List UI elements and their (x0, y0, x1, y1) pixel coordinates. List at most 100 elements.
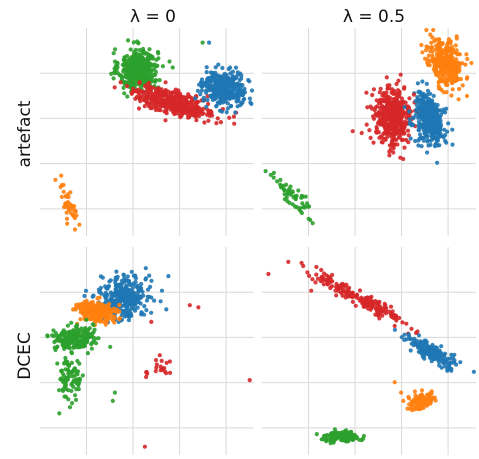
scatter-point-red (125, 83, 130, 89)
scatter-point-green (140, 48, 146, 54)
scatter-point-red (378, 100, 383, 105)
row-label-dcec: DCEC (15, 332, 35, 380)
scatter-point-orange (410, 401, 415, 406)
scatter-point-blue (126, 318, 131, 323)
scatter-point-red (187, 94, 192, 99)
scatter-point-blue (106, 284, 111, 289)
scatter-point-blue (233, 110, 238, 115)
scatter-point-blue (134, 297, 139, 302)
scatter-point-blue (228, 103, 234, 109)
scatter-point-green (314, 432, 319, 437)
scatter-point-blue (420, 79, 425, 84)
scatter-point-red (392, 88, 397, 93)
scatter-point-blue (438, 353, 444, 358)
scatter-point-blue (420, 110, 425, 115)
scatter-point-red (169, 98, 174, 103)
scatter-point-blue (450, 142, 455, 147)
scatter-point-green (61, 377, 67, 382)
scatter-point-red (400, 320, 405, 325)
scatter-point-blue (113, 284, 118, 289)
scatter-point-green (200, 40, 205, 45)
scatter-point-red (129, 90, 135, 95)
scatter-point-blue (431, 93, 436, 98)
scatter-point-orange (436, 51, 441, 56)
scatter-point-red (350, 129, 355, 134)
scatter-point-red (344, 282, 349, 287)
scatter-point-blue (248, 100, 253, 105)
scatter-point-red (396, 78, 401, 83)
scatter-point-green (57, 388, 62, 393)
scatter-point-blue (140, 289, 145, 294)
scatter-point-green (72, 366, 77, 371)
scatter-point-red (158, 108, 163, 113)
scatter-point-red (402, 131, 407, 136)
scatter-point-red (309, 288, 314, 293)
scatter-point-green (74, 339, 80, 344)
scatter-point-red (383, 105, 388, 110)
scatter-point-green (62, 361, 67, 366)
scatter-point-green (121, 69, 126, 74)
scatter-panel (262, 27, 476, 236)
scatter-point-blue (122, 279, 127, 284)
scatter-point-red (137, 80, 142, 85)
scatter-point-orange (418, 393, 423, 398)
scatter-point-orange (438, 77, 443, 83)
scatter-point-blue (442, 355, 447, 360)
scatter-point-green (45, 334, 50, 339)
scatter-point-red (374, 124, 379, 130)
scatter-point-red (350, 290, 355, 295)
scatter-point-red (378, 119, 383, 124)
scatter-point-red (396, 94, 401, 99)
scatter-point-green (303, 194, 308, 199)
scatter-point-green (268, 172, 273, 177)
scatter-point-green (80, 373, 85, 378)
scatter-point-green (111, 76, 116, 81)
scatter-point-blue (216, 62, 221, 67)
scatter-point-green (111, 51, 116, 56)
scatter-point-green (112, 70, 117, 75)
scatter-point-orange (430, 35, 435, 40)
scatter-point-red (153, 358, 159, 363)
scatter-point-green (63, 355, 68, 361)
scatter-point-blue (236, 85, 241, 90)
scatter-point-red (361, 300, 366, 306)
scatter-point-red (401, 126, 406, 131)
scatter-point-red (194, 101, 199, 106)
scatter-point-blue (136, 300, 142, 305)
scatter-point-red (163, 118, 168, 123)
scatter-point-red (385, 132, 390, 137)
scatter-point-blue (132, 302, 137, 307)
scatter-point-red (173, 102, 178, 108)
scatter-point-green (151, 72, 156, 78)
scatter-point-green (69, 320, 74, 325)
scatter-point-green (350, 437, 355, 442)
scatter-point-red (196, 305, 201, 310)
scatter-point-red (202, 120, 207, 125)
scatter-point-orange (454, 73, 459, 78)
scatter-point-orange (68, 190, 73, 195)
scatter-point-red (383, 98, 388, 103)
scatter-point-green (60, 371, 65, 376)
scatter-point-blue (139, 281, 144, 287)
scatter-point-blue (198, 92, 203, 97)
scatter-point-orange (73, 306, 78, 311)
scatter-point-orange (435, 73, 440, 78)
scatter-point-orange (414, 403, 420, 408)
scatter-point-red (218, 120, 223, 125)
scatter-point-red (402, 145, 407, 150)
scatter-point-red (194, 118, 199, 123)
scatter-point-green (135, 39, 140, 44)
scatter-point-red (142, 444, 147, 449)
scatter-point-green (124, 63, 129, 68)
scatter-point-orange (66, 207, 71, 212)
column-title-lambda-0-5: λ = 0.5 (343, 7, 405, 27)
scatter-point-red (180, 105, 185, 110)
scatter-point-blue (219, 109, 224, 114)
scatter-point-green (63, 367, 68, 372)
scatter-point-green (67, 405, 73, 410)
scatter-point-blue (416, 143, 421, 148)
scatter-point-blue (416, 128, 421, 133)
scatter-point-blue (421, 99, 426, 104)
scatter-point-blue (223, 99, 228, 104)
